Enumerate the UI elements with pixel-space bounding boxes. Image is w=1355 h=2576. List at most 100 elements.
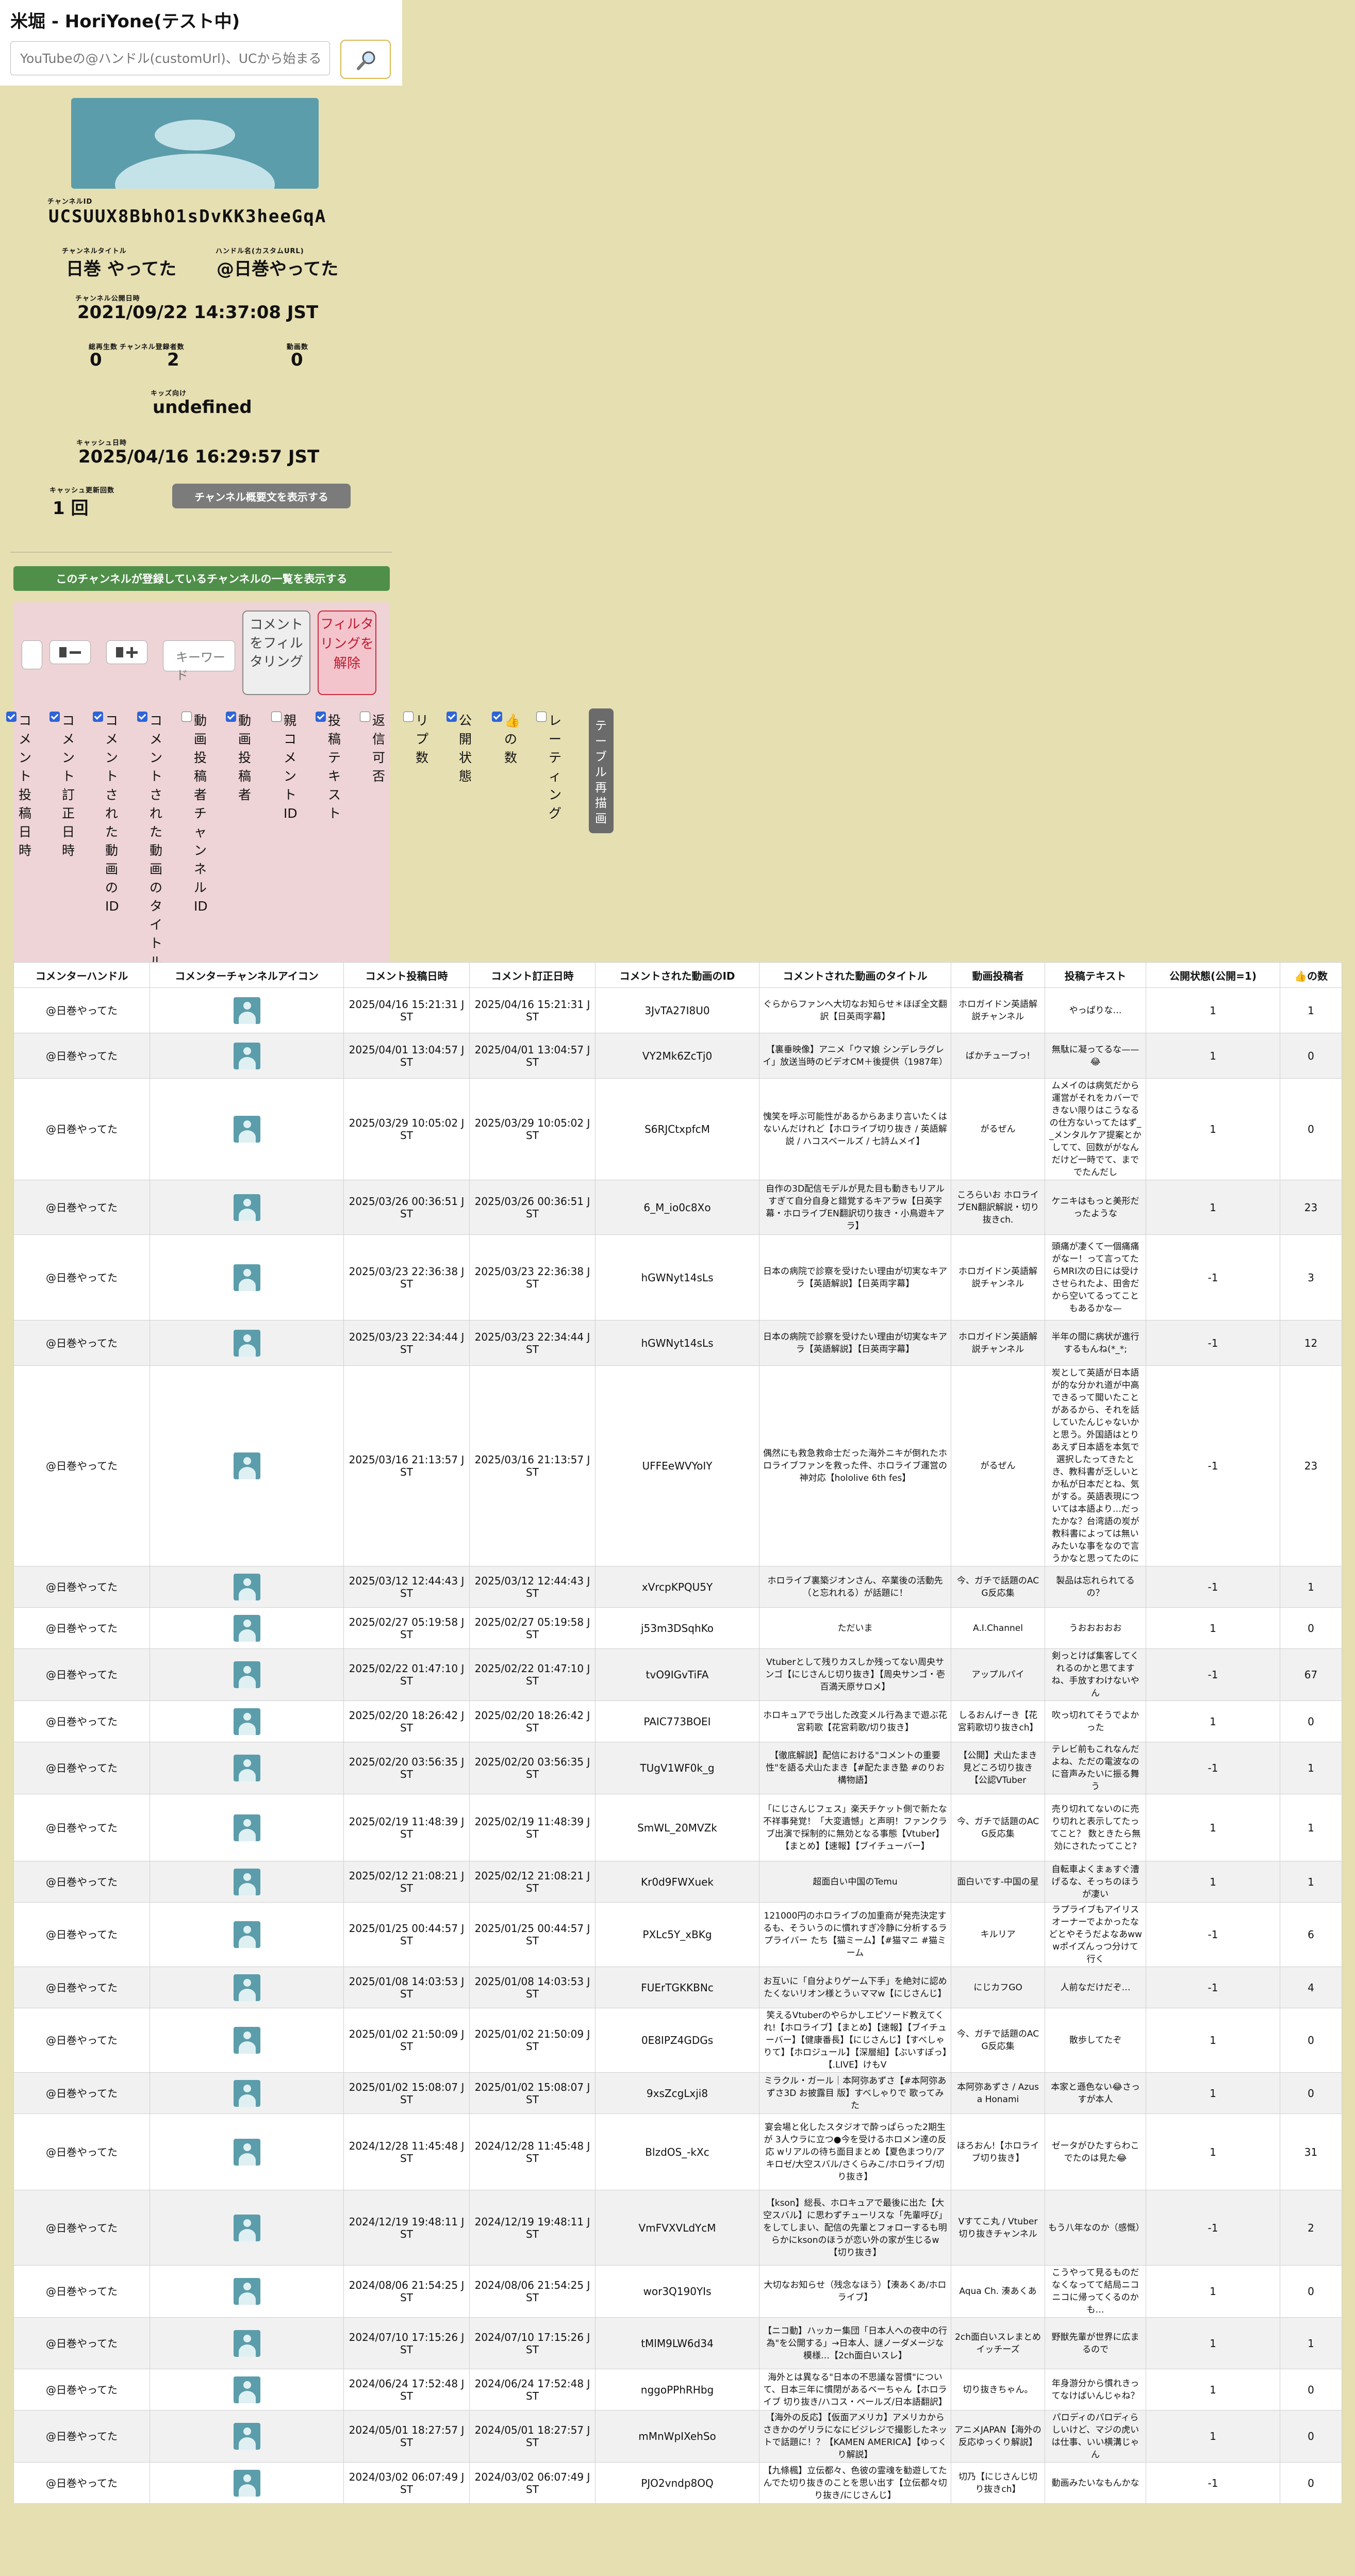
column-option-checkbox[interactable] [316, 712, 326, 722]
video-id-cell[interactable]: nggoPPhRHbg [595, 2369, 759, 2410]
commenter-icon-cell[interactable] [150, 1234, 344, 1320]
video-title-cell[interactable]: 日本の病院で診察を受けたい理由が切実なキアラ【英語解説】【日英両字幕】 [759, 1234, 951, 1320]
column-header[interactable]: 投稿テキスト [1045, 962, 1146, 988]
commenter-icon-cell[interactable] [150, 2190, 344, 2266]
show-subscriptions-button[interactable]: このチャンネルが登録しているチャンネルの一覧を表示する [13, 566, 390, 591]
column-header[interactable]: コメンターチャンネルアイコン [150, 962, 344, 988]
video-title-cell[interactable]: ホロキュアでラ出した改変メル行為まで遊ぶ花宮莉歌【花宮莉歌/切り抜き】 [759, 1700, 951, 1742]
video-id-cell[interactable]: hGWNyt14sLs [595, 1234, 759, 1320]
commenter-icon-cell[interactable] [150, 2113, 344, 2190]
avatar[interactable] [233, 1573, 260, 1600]
column-header[interactable]: コメンターハンドル [13, 962, 150, 988]
video-id-cell[interactable]: wor3Q190YIs [595, 2265, 759, 2318]
avatar[interactable] [233, 2278, 260, 2305]
video-title-cell[interactable]: 海外とは異なる"日本の不思議な習慣"について、日本三年に慣閉があるベーちゃん【ホ… [759, 2369, 951, 2410]
avatar[interactable] [233, 1116, 260, 1143]
video-title-cell[interactable]: 笑えるVtuberのやらかしエピソード教えてくれ!【ホロライブ】【まとめ】【速報… [759, 2008, 951, 2073]
commenter-icon-cell[interactable] [150, 1566, 344, 1608]
avatar[interactable] [233, 2027, 260, 2054]
column-option-checkbox[interactable] [360, 712, 370, 722]
column-option-checkbox[interactable] [536, 712, 547, 722]
column-header[interactable]: コメントされた動画のタイトル [759, 962, 951, 988]
avatar[interactable] [233, 1974, 260, 2001]
video-id-cell[interactable]: SmWL_20MVZk [595, 1794, 759, 1861]
video-title-cell[interactable]: ただいま [759, 1607, 951, 1649]
commenter-icon-cell[interactable] [150, 1078, 344, 1180]
column-header[interactable]: 公開状態(公開=1) [1146, 962, 1280, 988]
avatar[interactable] [233, 1921, 260, 1948]
commenter-icon-cell[interactable] [150, 1967, 344, 2008]
column-header[interactable]: コメントされた動画のID [595, 962, 759, 988]
avatar[interactable] [233, 1452, 260, 1479]
video-id-cell[interactable]: 3JvTA27I8U0 [595, 987, 759, 1033]
video-id-cell[interactable]: S6RJCtxpfcM [595, 1078, 759, 1180]
video-title-cell[interactable]: 宴会場と化したスタジオで酔っぱらった2期生が 3人ウラに立つ●今を受けるホロメン… [759, 2113, 951, 2190]
avatar[interactable] [233, 1708, 260, 1735]
commenter-icon-cell[interactable] [150, 1033, 344, 1079]
table-redraw-button[interactable]: テーブル再描画 [589, 708, 614, 833]
video-id-cell[interactable]: j53m3DSqhKo [595, 1607, 759, 1649]
video-id-cell[interactable]: tvO9IGvTiFA [595, 1648, 759, 1701]
column-option-checkbox[interactable] [492, 712, 502, 722]
commenter-icon-cell[interactable] [150, 2410, 344, 2463]
clear-filter-button[interactable]: フィルタリングを解除 [318, 610, 376, 695]
comment-filter-button[interactable]: コメントをフィルタリング [242, 610, 310, 695]
column-option-checkbox[interactable] [447, 712, 457, 722]
video-id-cell[interactable]: VmFVXVLdYcM [595, 2190, 759, 2266]
video-id-cell[interactable]: UFFEeWVYoIY [595, 1365, 759, 1566]
video-title-cell[interactable]: 【海外の反応】【仮面アメリカ】アメリカからさきかのゲリラになにビジレジで撮影した… [759, 2410, 951, 2463]
video-title-cell[interactable]: 超面白い中国のTemu [759, 1861, 951, 1903]
video-id-cell[interactable]: PXLc5Y_xBKg [595, 1902, 759, 1967]
avatar[interactable] [233, 1614, 260, 1642]
commenter-icon-cell[interactable] [150, 2265, 344, 2318]
search-input[interactable] [10, 41, 330, 75]
video-title-cell[interactable]: 【九條楓】立伝都々、色彼の霊魂を勧遊してたんでた切り抜きのことを思い出す【立伝都… [759, 2462, 951, 2504]
column-option-checkbox[interactable] [93, 712, 103, 722]
video-id-cell[interactable]: FUErTGKKBNc [595, 1967, 759, 2008]
video-title-cell[interactable]: お互いに「自分よりゲーム下手」を絶対に認めたくないリオン様とうぃママw【にじさん… [759, 1967, 951, 2008]
video-id-cell[interactable]: 0E8IPZ4GDGs [595, 2008, 759, 2073]
commenter-icon-cell[interactable] [150, 2072, 344, 2114]
avatar[interactable] [233, 1042, 260, 1069]
search-button[interactable] [340, 40, 391, 79]
commenter-icon-cell[interactable] [150, 2317, 344, 2369]
commenter-icon-cell[interactable] [150, 1742, 344, 1794]
video-id-cell[interactable]: 6_M_io0c8Xo [595, 1180, 759, 1235]
video-title-cell[interactable]: 「にじさんじフェス」楽天チケット側で新たな不祥事発覚！「大変遺憾」と声明！ファン… [759, 1794, 951, 1861]
column-option-checkbox[interactable] [403, 712, 414, 722]
video-id-cell[interactable]: PJO2vndp8OQ [595, 2462, 759, 2504]
video-title-cell[interactable]: 大切なお知らせ（残念なほう）【湊あくあ/ホロライブ】 [759, 2265, 951, 2318]
commenter-icon-cell[interactable] [150, 2462, 344, 2504]
commenter-icon-cell[interactable] [150, 1902, 344, 1967]
avatar[interactable] [233, 1329, 260, 1357]
column-option-checkbox[interactable] [226, 712, 236, 722]
column-option-checkbox[interactable] [137, 712, 147, 722]
video-id-cell[interactable]: xVrcpKPQU5Y [595, 1566, 759, 1608]
video-title-cell[interactable]: 愧笑を呼ぶ可能性があるからあまり言いたくはないんだけれど【ホロライブ切り抜き /… [759, 1078, 951, 1180]
column-header[interactable]: 動画投稿者 [951, 962, 1045, 988]
video-title-cell[interactable]: 偶然にも救急救命士だった海外ニキが倒れたホロライブファンを救った件、ホロライブ運… [759, 1365, 951, 1566]
avatar[interactable] [233, 2376, 260, 2403]
video-id-cell[interactable]: tMlM9LW6d34 [595, 2317, 759, 2369]
video-id-cell[interactable]: 9xsZcgLxji8 [595, 2072, 759, 2114]
video-title-cell[interactable]: 【kson】総長、ホロキュアで最後に出た【大空スバル】に思わずチューリスな「先輩… [759, 2190, 951, 2266]
commenter-icon-cell[interactable] [150, 1365, 344, 1566]
video-title-cell[interactable]: 日本の病院で診察を受けたい理由が切実なキアラ【英語解説】【日英両字幕】 [759, 1320, 951, 1366]
video-id-cell[interactable]: VY2Mk6ZcTj0 [595, 1033, 759, 1079]
keyword-input[interactable]: キーワード [163, 640, 235, 683]
avatar[interactable] [233, 997, 260, 1024]
commenter-icon-cell[interactable] [150, 987, 344, 1033]
video-title-cell[interactable]: 121000円のホロライブの加重商が発売決定するも、そういうのに慣れすぎ冷静に分… [759, 1902, 951, 1967]
video-id-cell[interactable]: PAIC773BOEI [595, 1700, 759, 1742]
commenter-icon-cell[interactable] [150, 1794, 344, 1861]
commenter-icon-cell[interactable] [150, 1648, 344, 1701]
avatar[interactable] [233, 2469, 260, 2497]
add-filter-row-button[interactable] [106, 640, 147, 664]
commenter-icon-cell[interactable] [150, 1700, 344, 1742]
column-option-checkbox[interactable] [6, 712, 16, 722]
avatar[interactable] [233, 1661, 260, 1688]
video-title-cell[interactable]: Vtuberとして残りカスしか残ってない周央サンゴ【にじさんじ切り抜き】【周央サ… [759, 1648, 951, 1701]
video-title-cell[interactable]: ぐらからファンへ大切なお知らせ＊ほぼ全文翻訳【日英両字幕】 [759, 987, 951, 1033]
video-id-cell[interactable]: Kr0d9FWXuek [595, 1861, 759, 1903]
video-title-cell[interactable]: ミラクル・ガール｜本阿弥あずさ【#本阿弥あずさ3D お披露目 版】すべしゃりで … [759, 2072, 951, 2114]
